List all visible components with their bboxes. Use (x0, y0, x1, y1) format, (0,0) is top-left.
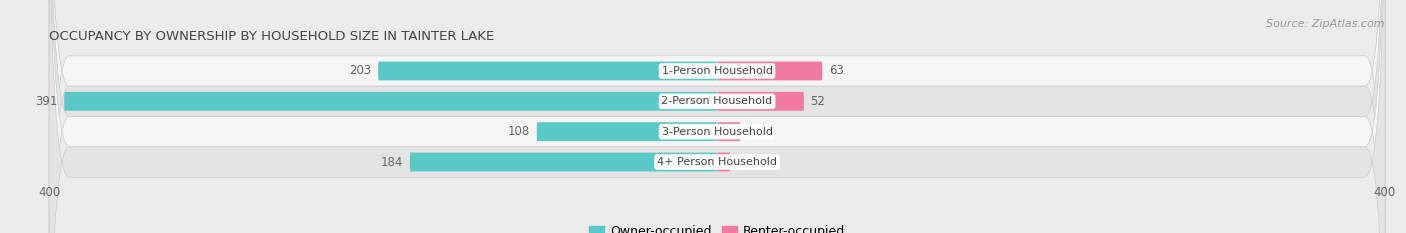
Text: 108: 108 (508, 125, 530, 138)
FancyBboxPatch shape (717, 122, 741, 141)
FancyBboxPatch shape (411, 153, 717, 171)
Text: 2-Person Household: 2-Person Household (661, 96, 773, 106)
FancyBboxPatch shape (49, 0, 1385, 233)
Text: 52: 52 (811, 95, 825, 108)
Text: 14: 14 (747, 125, 762, 138)
FancyBboxPatch shape (717, 62, 823, 80)
Text: 391: 391 (35, 95, 58, 108)
Text: 4+ Person Household: 4+ Person Household (657, 157, 778, 167)
Legend: Owner-occupied, Renter-occupied: Owner-occupied, Renter-occupied (583, 220, 851, 233)
Text: Source: ZipAtlas.com: Source: ZipAtlas.com (1267, 19, 1385, 29)
Text: 63: 63 (830, 65, 844, 78)
Text: 184: 184 (381, 155, 404, 168)
FancyBboxPatch shape (49, 0, 1385, 233)
FancyBboxPatch shape (717, 92, 804, 111)
Text: 203: 203 (349, 65, 371, 78)
FancyBboxPatch shape (537, 122, 717, 141)
Text: 1-Person Household: 1-Person Household (662, 66, 772, 76)
FancyBboxPatch shape (378, 62, 717, 80)
Text: 3-Person Household: 3-Person Household (662, 127, 772, 137)
FancyBboxPatch shape (717, 153, 731, 171)
FancyBboxPatch shape (49, 0, 1385, 233)
Text: OCCUPANCY BY OWNERSHIP BY HOUSEHOLD SIZE IN TAINTER LAKE: OCCUPANCY BY OWNERSHIP BY HOUSEHOLD SIZE… (49, 30, 495, 43)
FancyBboxPatch shape (65, 92, 717, 111)
FancyBboxPatch shape (49, 0, 1385, 233)
Text: 8: 8 (737, 155, 744, 168)
